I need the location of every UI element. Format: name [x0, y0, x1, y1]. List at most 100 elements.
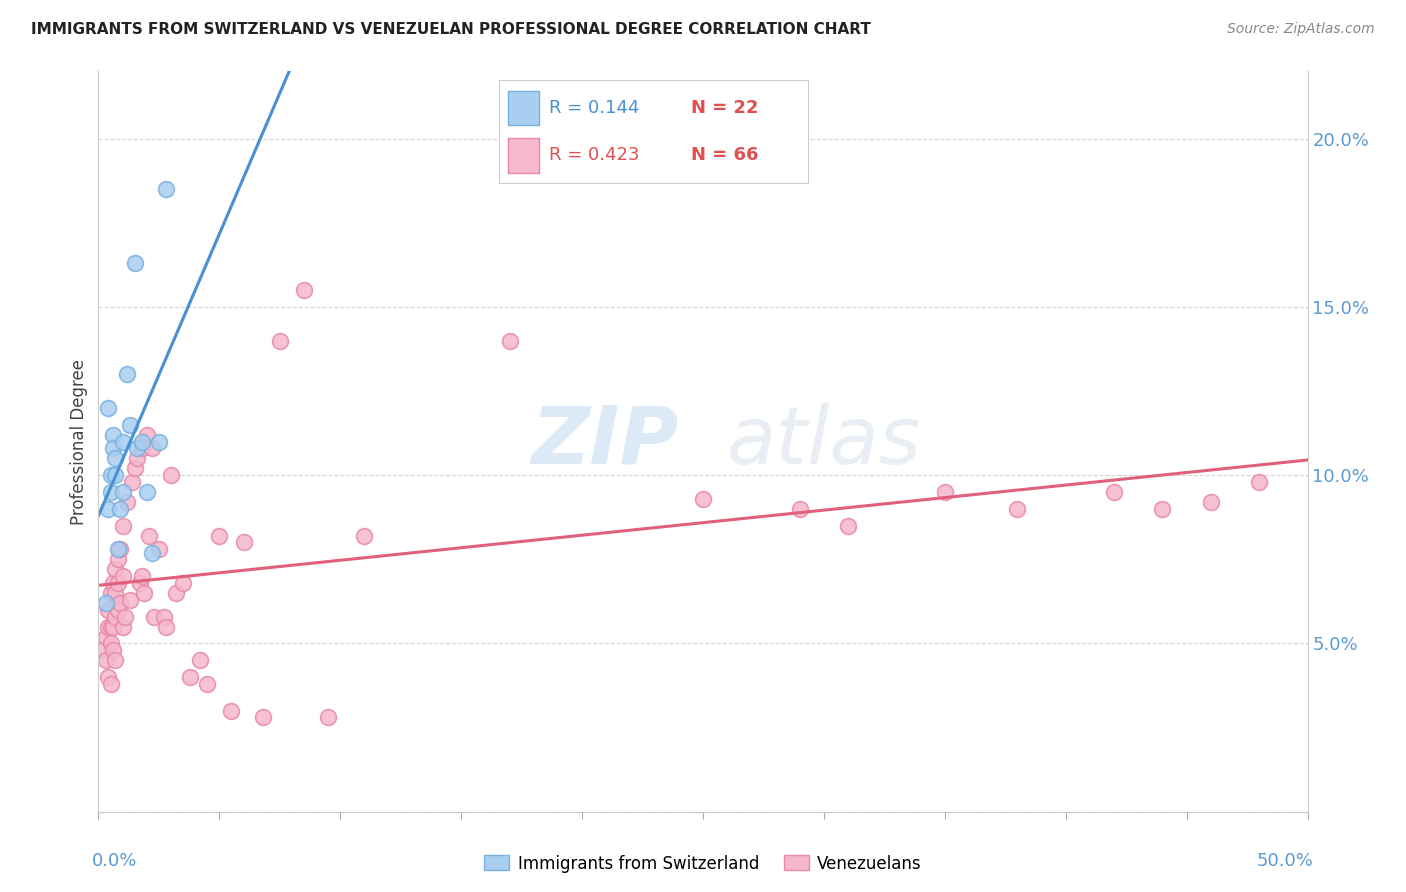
- Point: [127, 442, 149, 456]
- Point: [143, 609, 166, 624]
- Point: [208, 529, 231, 543]
- Point: [124, 461, 146, 475]
- Point: [100, 485, 122, 500]
- Point: [97, 603, 120, 617]
- Point: [97, 501, 120, 516]
- Point: [91, 643, 114, 657]
- Point: [152, 609, 174, 624]
- Point: [155, 182, 177, 196]
- Text: 50.0%: 50.0%: [1257, 853, 1313, 871]
- Point: [135, 485, 157, 500]
- Point: [104, 562, 127, 576]
- Point: [111, 434, 134, 449]
- Text: IMMIGRANTS FROM SWITZERLAND VS VENEZUELAN PROFESSIONAL DEGREE CORRELATION CHART: IMMIGRANTS FROM SWITZERLAND VS VENEZUELA…: [31, 22, 870, 37]
- Text: Source: ZipAtlas.com: Source: ZipAtlas.com: [1227, 22, 1375, 37]
- Text: R = 0.144: R = 0.144: [548, 99, 638, 117]
- Point: [141, 442, 163, 456]
- Point: [1199, 495, 1222, 509]
- Point: [104, 468, 127, 483]
- Point: [692, 491, 714, 506]
- Point: [104, 451, 127, 466]
- Legend: Immigrants from Switzerland, Venezuelans: Immigrants from Switzerland, Venezuelans: [478, 848, 928, 880]
- Text: N = 66: N = 66: [690, 146, 758, 164]
- Point: [221, 704, 243, 718]
- Point: [94, 653, 117, 667]
- Point: [100, 619, 122, 633]
- Point: [117, 368, 139, 382]
- Point: [107, 552, 129, 566]
- Point: [155, 619, 177, 633]
- Point: [837, 518, 859, 533]
- Point: [104, 653, 127, 667]
- Point: [94, 596, 117, 610]
- Point: [934, 485, 956, 500]
- Point: [94, 630, 117, 644]
- Point: [179, 670, 201, 684]
- Point: [104, 586, 127, 600]
- Point: [118, 592, 141, 607]
- Y-axis label: Professional Degree: Professional Degree: [70, 359, 89, 524]
- Point: [107, 603, 129, 617]
- Point: [101, 442, 124, 456]
- Point: [111, 518, 134, 533]
- Point: [104, 609, 127, 624]
- Point: [1249, 475, 1271, 489]
- Point: [135, 427, 157, 442]
- Point: [131, 442, 153, 456]
- Point: [316, 710, 339, 724]
- Point: [1007, 501, 1029, 516]
- Point: [101, 619, 124, 633]
- Point: [165, 586, 187, 600]
- Point: [97, 401, 120, 415]
- Point: [1152, 501, 1174, 516]
- Point: [195, 677, 218, 691]
- Text: 0.0%: 0.0%: [93, 853, 138, 871]
- Point: [124, 256, 146, 270]
- Point: [100, 677, 122, 691]
- Point: [118, 417, 141, 432]
- Point: [100, 468, 122, 483]
- Point: [107, 575, 129, 590]
- Point: [148, 542, 170, 557]
- Point: [101, 643, 124, 657]
- FancyBboxPatch shape: [509, 91, 540, 126]
- Point: [97, 670, 120, 684]
- Point: [141, 545, 163, 560]
- Point: [100, 636, 122, 650]
- Point: [134, 586, 156, 600]
- Point: [269, 334, 291, 348]
- Point: [138, 529, 160, 543]
- Point: [188, 653, 211, 667]
- Text: ZIP: ZIP: [531, 402, 679, 481]
- Point: [97, 619, 120, 633]
- Point: [789, 501, 811, 516]
- Point: [100, 586, 122, 600]
- Point: [111, 485, 134, 500]
- Point: [127, 451, 149, 466]
- Point: [107, 542, 129, 557]
- Point: [498, 334, 520, 348]
- Text: atlas: atlas: [727, 402, 922, 481]
- Point: [252, 710, 274, 724]
- Point: [121, 475, 143, 489]
- Text: R = 0.423: R = 0.423: [548, 146, 640, 164]
- Point: [108, 542, 131, 557]
- FancyBboxPatch shape: [509, 137, 540, 173]
- Point: [232, 535, 254, 549]
- Point: [131, 434, 153, 449]
- Point: [353, 529, 375, 543]
- Point: [148, 434, 170, 449]
- Point: [108, 501, 131, 516]
- Point: [172, 575, 194, 590]
- Point: [111, 569, 134, 583]
- Point: [101, 575, 124, 590]
- Point: [114, 609, 136, 624]
- Point: [128, 575, 150, 590]
- Point: [111, 619, 134, 633]
- Point: [101, 427, 124, 442]
- Point: [131, 569, 153, 583]
- Text: N = 22: N = 22: [690, 99, 758, 117]
- Point: [1102, 485, 1125, 500]
- Point: [117, 495, 139, 509]
- Point: [160, 468, 183, 483]
